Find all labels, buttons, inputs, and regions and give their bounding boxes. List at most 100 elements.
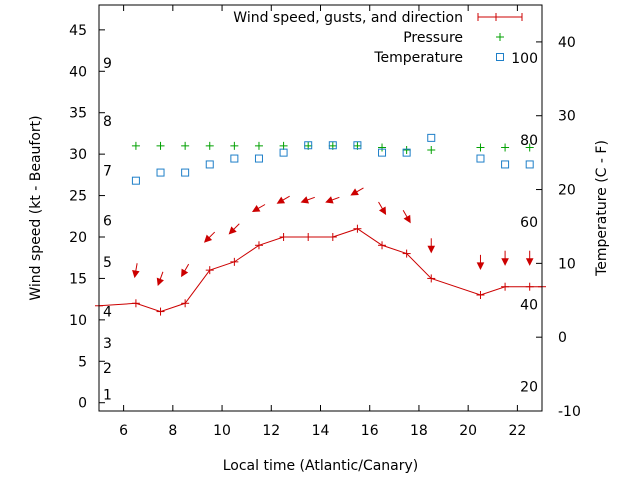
beaufort-label: 1 — [103, 387, 112, 403]
wind-arrow-head — [501, 258, 509, 266]
wind-point — [525, 282, 534, 291]
x-tick-label: 6 — [119, 423, 128, 439]
wind-direction-arrow — [204, 231, 216, 243]
y-tick-label: 0 — [78, 396, 87, 412]
beaufort-label: 7 — [103, 164, 112, 180]
wind-direction-arrow — [325, 196, 340, 204]
fahrenheit-label: 40 — [520, 298, 538, 314]
temperature-point — [181, 168, 190, 177]
plot-frame — [98, 4, 543, 412]
wind-arrow-head — [427, 245, 436, 254]
y2-tick-label: 0 — [558, 330, 567, 346]
y-axis-label: Wind speed (kt - Beaufort) — [28, 115, 44, 300]
wind-point — [476, 291, 485, 299]
temperature-point — [402, 148, 411, 157]
beaufort-label: 6 — [103, 213, 112, 229]
temperature-point — [501, 160, 510, 169]
tick-layer — [99, 5, 542, 412]
wind-direction-arrow — [132, 263, 140, 279]
wind-point — [328, 233, 337, 241]
pressure-point — [205, 141, 214, 150]
fahrenheit-label: 80 — [520, 133, 538, 149]
wind-line — [98, 228, 542, 313]
wind-arrow-head — [251, 204, 261, 213]
temperature-point — [476, 154, 485, 163]
legend-label-pressure: Pressure — [403, 30, 463, 46]
pressure-point — [279, 141, 288, 150]
legend-label-temperature: Temperature — [373, 50, 463, 66]
temperature-point — [156, 168, 165, 177]
y-tick-label: 35 — [69, 106, 87, 122]
y-tick-label: 40 — [69, 64, 87, 80]
pressure-point — [378, 143, 387, 152]
wind-point — [254, 241, 263, 250]
wind-point — [378, 241, 387, 250]
wind-direction-arrow — [228, 223, 240, 235]
y-tick-label: 15 — [69, 271, 87, 287]
y-tick-label: 30 — [69, 147, 87, 163]
wind-direction-arrow — [300, 196, 315, 204]
beaufort-label: 2 — [103, 361, 112, 377]
legend: Wind speed, gusts, and direction Pressur… — [233, 10, 523, 66]
y2-tick-label: 40 — [558, 35, 576, 51]
beaufort-label: 3 — [103, 336, 112, 352]
y2-axis-label: Temperature (C - F) — [594, 140, 610, 277]
wind-direction-arrow — [156, 271, 164, 287]
beaufort-label: 8 — [103, 114, 112, 130]
wind-point — [279, 233, 288, 241]
beaufort-label: 9 — [103, 56, 112, 72]
wind-point — [181, 299, 190, 308]
x-tick-label: 12 — [262, 423, 280, 439]
wind-point — [131, 299, 140, 308]
wind-direction-arrow — [501, 250, 509, 266]
wind-direction-arrow — [427, 238, 436, 254]
pressure-point — [181, 141, 190, 150]
wind-point — [304, 233, 313, 241]
x-tick-label: 10 — [213, 423, 231, 439]
x-tick-label: 14 — [312, 423, 330, 439]
beaufort-label: 4 — [103, 305, 112, 321]
y2-tick-label: 10 — [558, 256, 576, 272]
y-tick-label: 20 — [69, 230, 87, 246]
y-tick-label: 5 — [78, 354, 87, 370]
y-tick-label: 25 — [69, 189, 87, 205]
legend-label-wind: Wind speed, gusts, and direction — [233, 10, 463, 26]
beaufort-label: 5 — [103, 255, 112, 271]
temperature-point — [353, 141, 362, 150]
x-tick-label: 20 — [459, 423, 477, 439]
wind-arrow-head — [476, 262, 485, 270]
wind-direction-arrow — [181, 263, 190, 278]
pressure-point — [501, 143, 510, 152]
fahrenheit-label: 60 — [520, 215, 538, 231]
tick-label-layer: 6 8 10 12 14 16 18 20 22051015202530354045-10010… — [69, 23, 581, 439]
wind-point — [205, 266, 214, 275]
legend-sample-temperature — [496, 53, 504, 61]
y-tick-label: 45 — [69, 23, 87, 39]
pressure-point — [156, 141, 165, 150]
wind-direction-arrow — [476, 254, 485, 270]
wind-arrow-head — [181, 268, 189, 278]
x-axis-label: Local time (Atlantic/Canary) — [223, 458, 419, 474]
wind-point — [501, 282, 510, 291]
wind-arrow-head — [325, 196, 334, 204]
wind-direction-arrow — [350, 187, 364, 196]
temperature-point — [378, 148, 387, 157]
wind-point — [353, 224, 362, 233]
wind-arrow-head — [300, 196, 310, 204]
wind-arrow-head — [204, 234, 213, 243]
x-tick-label: 18 — [410, 423, 428, 439]
pressure-point — [427, 146, 436, 154]
wind-direction-arrow — [378, 201, 387, 216]
x-tick-label: 8 — [168, 423, 177, 439]
wind-arrow-head — [228, 226, 237, 235]
pressure-point — [402, 146, 411, 154]
wind-direction-arrow — [525, 250, 534, 266]
wind-point — [156, 307, 165, 316]
fahrenheit-label: 100 — [511, 51, 538, 67]
y2-tick-label: -10 — [558, 404, 581, 420]
y2-tick-label: 30 — [558, 109, 576, 125]
wind-arrow-head — [132, 269, 140, 279]
wind-direction-arrow — [276, 195, 290, 204]
